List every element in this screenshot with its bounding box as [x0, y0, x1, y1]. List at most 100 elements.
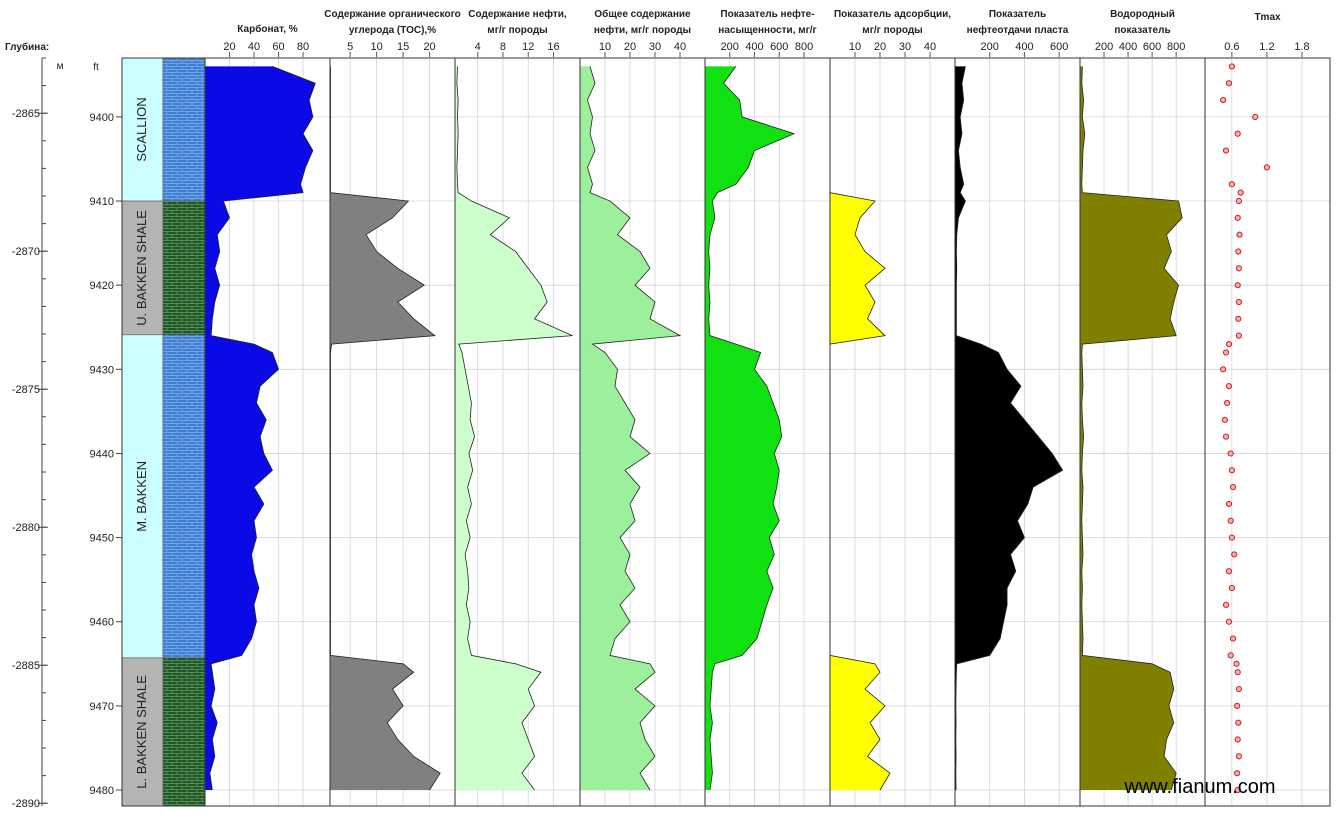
- m-tick-label: -2890: [12, 798, 40, 810]
- x-tick-label: 800: [1167, 41, 1185, 53]
- depth-frame: [121, 57, 206, 807]
- point: [1221, 416, 1228, 423]
- point: [1228, 534, 1235, 541]
- point: [1234, 214, 1241, 221]
- track-title: Содержание органического: [324, 9, 460, 20]
- formation-name: U. BAKKEN SHALE: [134, 210, 149, 326]
- curve: [587, 66, 682, 791]
- x-tick-label: 600: [1143, 41, 1161, 53]
- x-tick-label: 400: [1119, 41, 1137, 53]
- x-tick-label: 5: [347, 41, 353, 53]
- point: [1235, 719, 1242, 726]
- formation-name: SCALLION: [134, 97, 149, 161]
- point: [1222, 147, 1230, 154]
- x-tick-label: 12: [522, 41, 534, 53]
- x-tick-label: 20: [423, 41, 435, 53]
- x-tick-label: 400: [1015, 41, 1033, 53]
- curve: [708, 66, 796, 791]
- x-tick-label: 400: [745, 41, 763, 53]
- track-title: нефтеотдачи пласта: [967, 24, 1069, 36]
- point: [1234, 282, 1241, 289]
- lithology-pattern: [163, 58, 205, 202]
- point: [1263, 164, 1271, 171]
- x-tick-label: 40: [674, 41, 686, 53]
- point: [1234, 786, 1241, 794]
- point: [1234, 770, 1241, 777]
- ft-tick-label: 9460: [90, 617, 114, 629]
- point: [1220, 96, 1227, 104]
- area-fill: [705, 66, 795, 791]
- formation-name: M. BAKKEN: [134, 461, 149, 532]
- ft-tick-label: 9410: [90, 196, 114, 208]
- track-frame: [1204, 57, 1331, 807]
- point: [1225, 568, 1233, 575]
- ft-tick-label: 9450: [90, 533, 114, 545]
- x-tick-label: 15: [397, 41, 409, 53]
- curve: [1081, 66, 1183, 791]
- ft-tick-label: 9440: [90, 448, 114, 460]
- lithology-pattern: [163, 657, 205, 806]
- point: [1225, 340, 1233, 348]
- ft-tick-label: 9430: [90, 364, 114, 376]
- x-tick-label: 600: [770, 41, 788, 53]
- point: [1235, 197, 1242, 205]
- track-title: насыщенности, мг/г: [718, 25, 816, 36]
- x-tick-label: 200: [721, 41, 739, 53]
- formation-band: [121, 657, 164, 807]
- formation-band: [121, 200, 164, 336]
- point: [1234, 669, 1241, 676]
- m-tick-label: -2875: [12, 384, 40, 396]
- point: [1227, 450, 1234, 457]
- x-tick-label: 10: [849, 41, 861, 53]
- watermark: www.fianum.com: [1123, 776, 1275, 798]
- track-title: нефти, мг/г породы: [594, 24, 691, 36]
- point: [1233, 660, 1240, 667]
- point: [1252, 113, 1259, 120]
- m-tick-label: -2880: [12, 522, 40, 534]
- point: [1235, 332, 1242, 339]
- point: [1234, 702, 1241, 709]
- ft-tick-label: 9420: [90, 280, 114, 292]
- m-tick-label: -2870: [12, 246, 40, 258]
- formation-band: [121, 334, 164, 659]
- curve: [330, 66, 441, 791]
- point: [1235, 753, 1242, 760]
- lithology-pattern: [163, 201, 205, 335]
- point: [1224, 399, 1231, 407]
- point: [1229, 635, 1237, 642]
- point: [1225, 500, 1233, 508]
- track-title: Водородный: [1110, 9, 1175, 20]
- point: [1222, 601, 1230, 609]
- point: [1229, 484, 1237, 491]
- track-title: Показатель нефте-: [720, 8, 814, 20]
- x-tick-label: 20: [223, 41, 235, 53]
- x-tick-label: 600: [1050, 41, 1068, 53]
- depth-label: Глубина:: [5, 41, 49, 53]
- x-tick-label: 800: [795, 41, 813, 53]
- track-title: Содержание нефти,: [468, 8, 567, 20]
- point: [1236, 231, 1243, 238]
- ft-tick-label: 9480: [90, 785, 114, 797]
- curve: [209, 66, 316, 791]
- point: [1228, 63, 1235, 70]
- track-title: углерода (ТОС),%: [349, 25, 436, 36]
- area-fill: [330, 66, 441, 791]
- track-title: Показатель адсорбции,: [834, 8, 951, 20]
- point: [1222, 349, 1230, 356]
- x-tick-label: 10: [599, 41, 611, 53]
- point: [1234, 130, 1241, 137]
- m-tick-label: -2865: [12, 108, 40, 120]
- track-title: Карбонат, %: [237, 23, 297, 35]
- lithology-pattern: [163, 334, 205, 658]
- point: [1231, 551, 1238, 558]
- point: [1235, 315, 1242, 322]
- point: [1225, 80, 1233, 87]
- track-title: мг/г породы: [862, 25, 922, 36]
- area-fill: [1080, 66, 1183, 791]
- m-tick-label: -2885: [12, 660, 40, 672]
- point: [1234, 736, 1241, 743]
- point: [1237, 189, 1244, 196]
- x-tick-label: 30: [649, 41, 661, 53]
